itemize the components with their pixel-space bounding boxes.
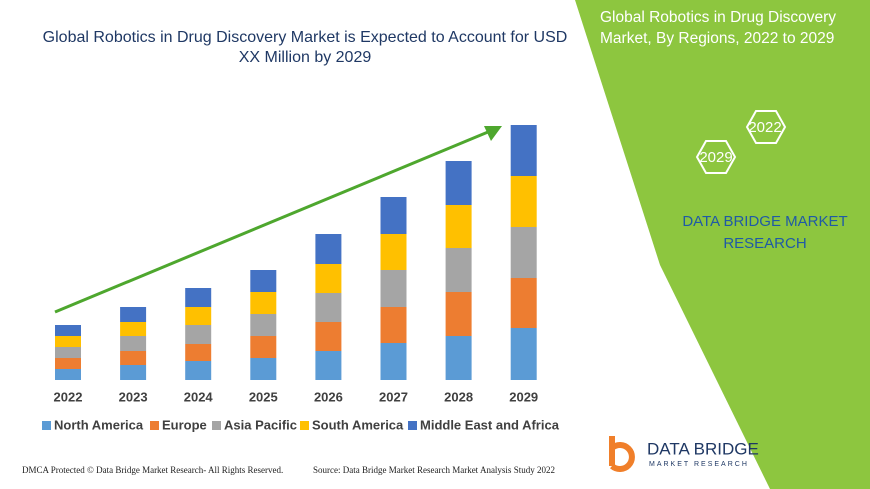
footer-right: Source: Data Bridge Market Research Mark… [313, 465, 555, 475]
bar-segment [510, 278, 537, 328]
bar-segment [445, 292, 472, 336]
bar-segment [55, 325, 81, 336]
legend-label: South America [312, 417, 404, 432]
bar-segment [120, 365, 147, 380]
bar-segment [510, 227, 537, 278]
trend-arrow [54, 130, 489, 314]
hexagon [745, 110, 787, 144]
bar-segment [120, 336, 147, 351]
x-tick-label: 2027 [379, 389, 408, 404]
panel-brand: DATA BRIDGE MARKET RESEARCH [682, 213, 848, 252]
bar-segment [185, 288, 212, 307]
x-tick-label: 2023 [119, 389, 148, 404]
bar-segment [55, 347, 81, 358]
bar-segment [315, 322, 342, 351]
bar-segment [250, 314, 277, 336]
legend-swatch [408, 421, 417, 430]
bar-segment [380, 234, 407, 270]
bar-segment [445, 336, 472, 380]
panel-title: Global Robotics in Drug Discovery Market… [600, 9, 837, 47]
bar-segment [315, 264, 342, 293]
x-tick-label: 2025 [249, 389, 278, 404]
legend-swatch [150, 421, 159, 430]
bar-segment [185, 361, 212, 380]
legend-label: North America [54, 417, 144, 432]
bar-segment [380, 307, 407, 343]
x-tick-label: 2026 [314, 389, 343, 404]
x-tick-label: 2022 [54, 389, 83, 404]
footer-left: DMCA Protected © Data Bridge Market Rese… [22, 465, 283, 475]
x-tick-label: 2029 [509, 389, 538, 404]
bar-segment [250, 336, 277, 358]
bar-segment [120, 322, 147, 336]
bar-segment [185, 325, 212, 344]
hexagon-label: 2022 [748, 119, 781, 136]
bar-segment [380, 270, 407, 307]
legend-label: Asia Pacific [224, 417, 297, 432]
bar-segment [250, 270, 277, 292]
logo-name: DATA BRIDGE [647, 439, 759, 458]
bar-segment [120, 351, 147, 365]
side-panel [575, 0, 870, 489]
logo-tagline: MARKET RESEARCH [649, 461, 749, 468]
bar-segment [120, 307, 147, 322]
bar-segment [185, 307, 212, 325]
x-tick-label: 2024 [184, 389, 214, 404]
x-tick-label: 2028 [444, 389, 473, 404]
logo-mark [609, 436, 635, 472]
arrow-head [484, 126, 502, 141]
bar-segment [510, 328, 537, 380]
bar-segment [380, 343, 407, 380]
bar-segment [250, 358, 277, 380]
bar-segment [380, 197, 407, 234]
bar-segment [55, 358, 81, 369]
hexagon [695, 140, 737, 174]
bar-segment [250, 292, 277, 314]
legend-swatch [212, 421, 221, 430]
bar-segment [445, 161, 472, 205]
bar-segment [315, 293, 342, 322]
bar-segment [55, 369, 81, 380]
legend-swatch [300, 421, 309, 430]
bar-segment [55, 336, 81, 347]
legend-label: Middle East and Africa [420, 417, 560, 432]
bar-segment [445, 205, 472, 248]
bar-segment [185, 344, 212, 361]
hexagon-label: 2029 [699, 149, 732, 166]
bar-segment [510, 125, 537, 176]
legend-swatch [42, 421, 51, 430]
bar-segment [315, 234, 342, 264]
chart-title: Global Robotics in Drug Discovery Market… [42, 29, 568, 66]
bar-segment [445, 248, 472, 292]
bar-segment [315, 351, 342, 380]
bar-segment [510, 176, 537, 227]
legend-label: Europe [162, 417, 207, 432]
